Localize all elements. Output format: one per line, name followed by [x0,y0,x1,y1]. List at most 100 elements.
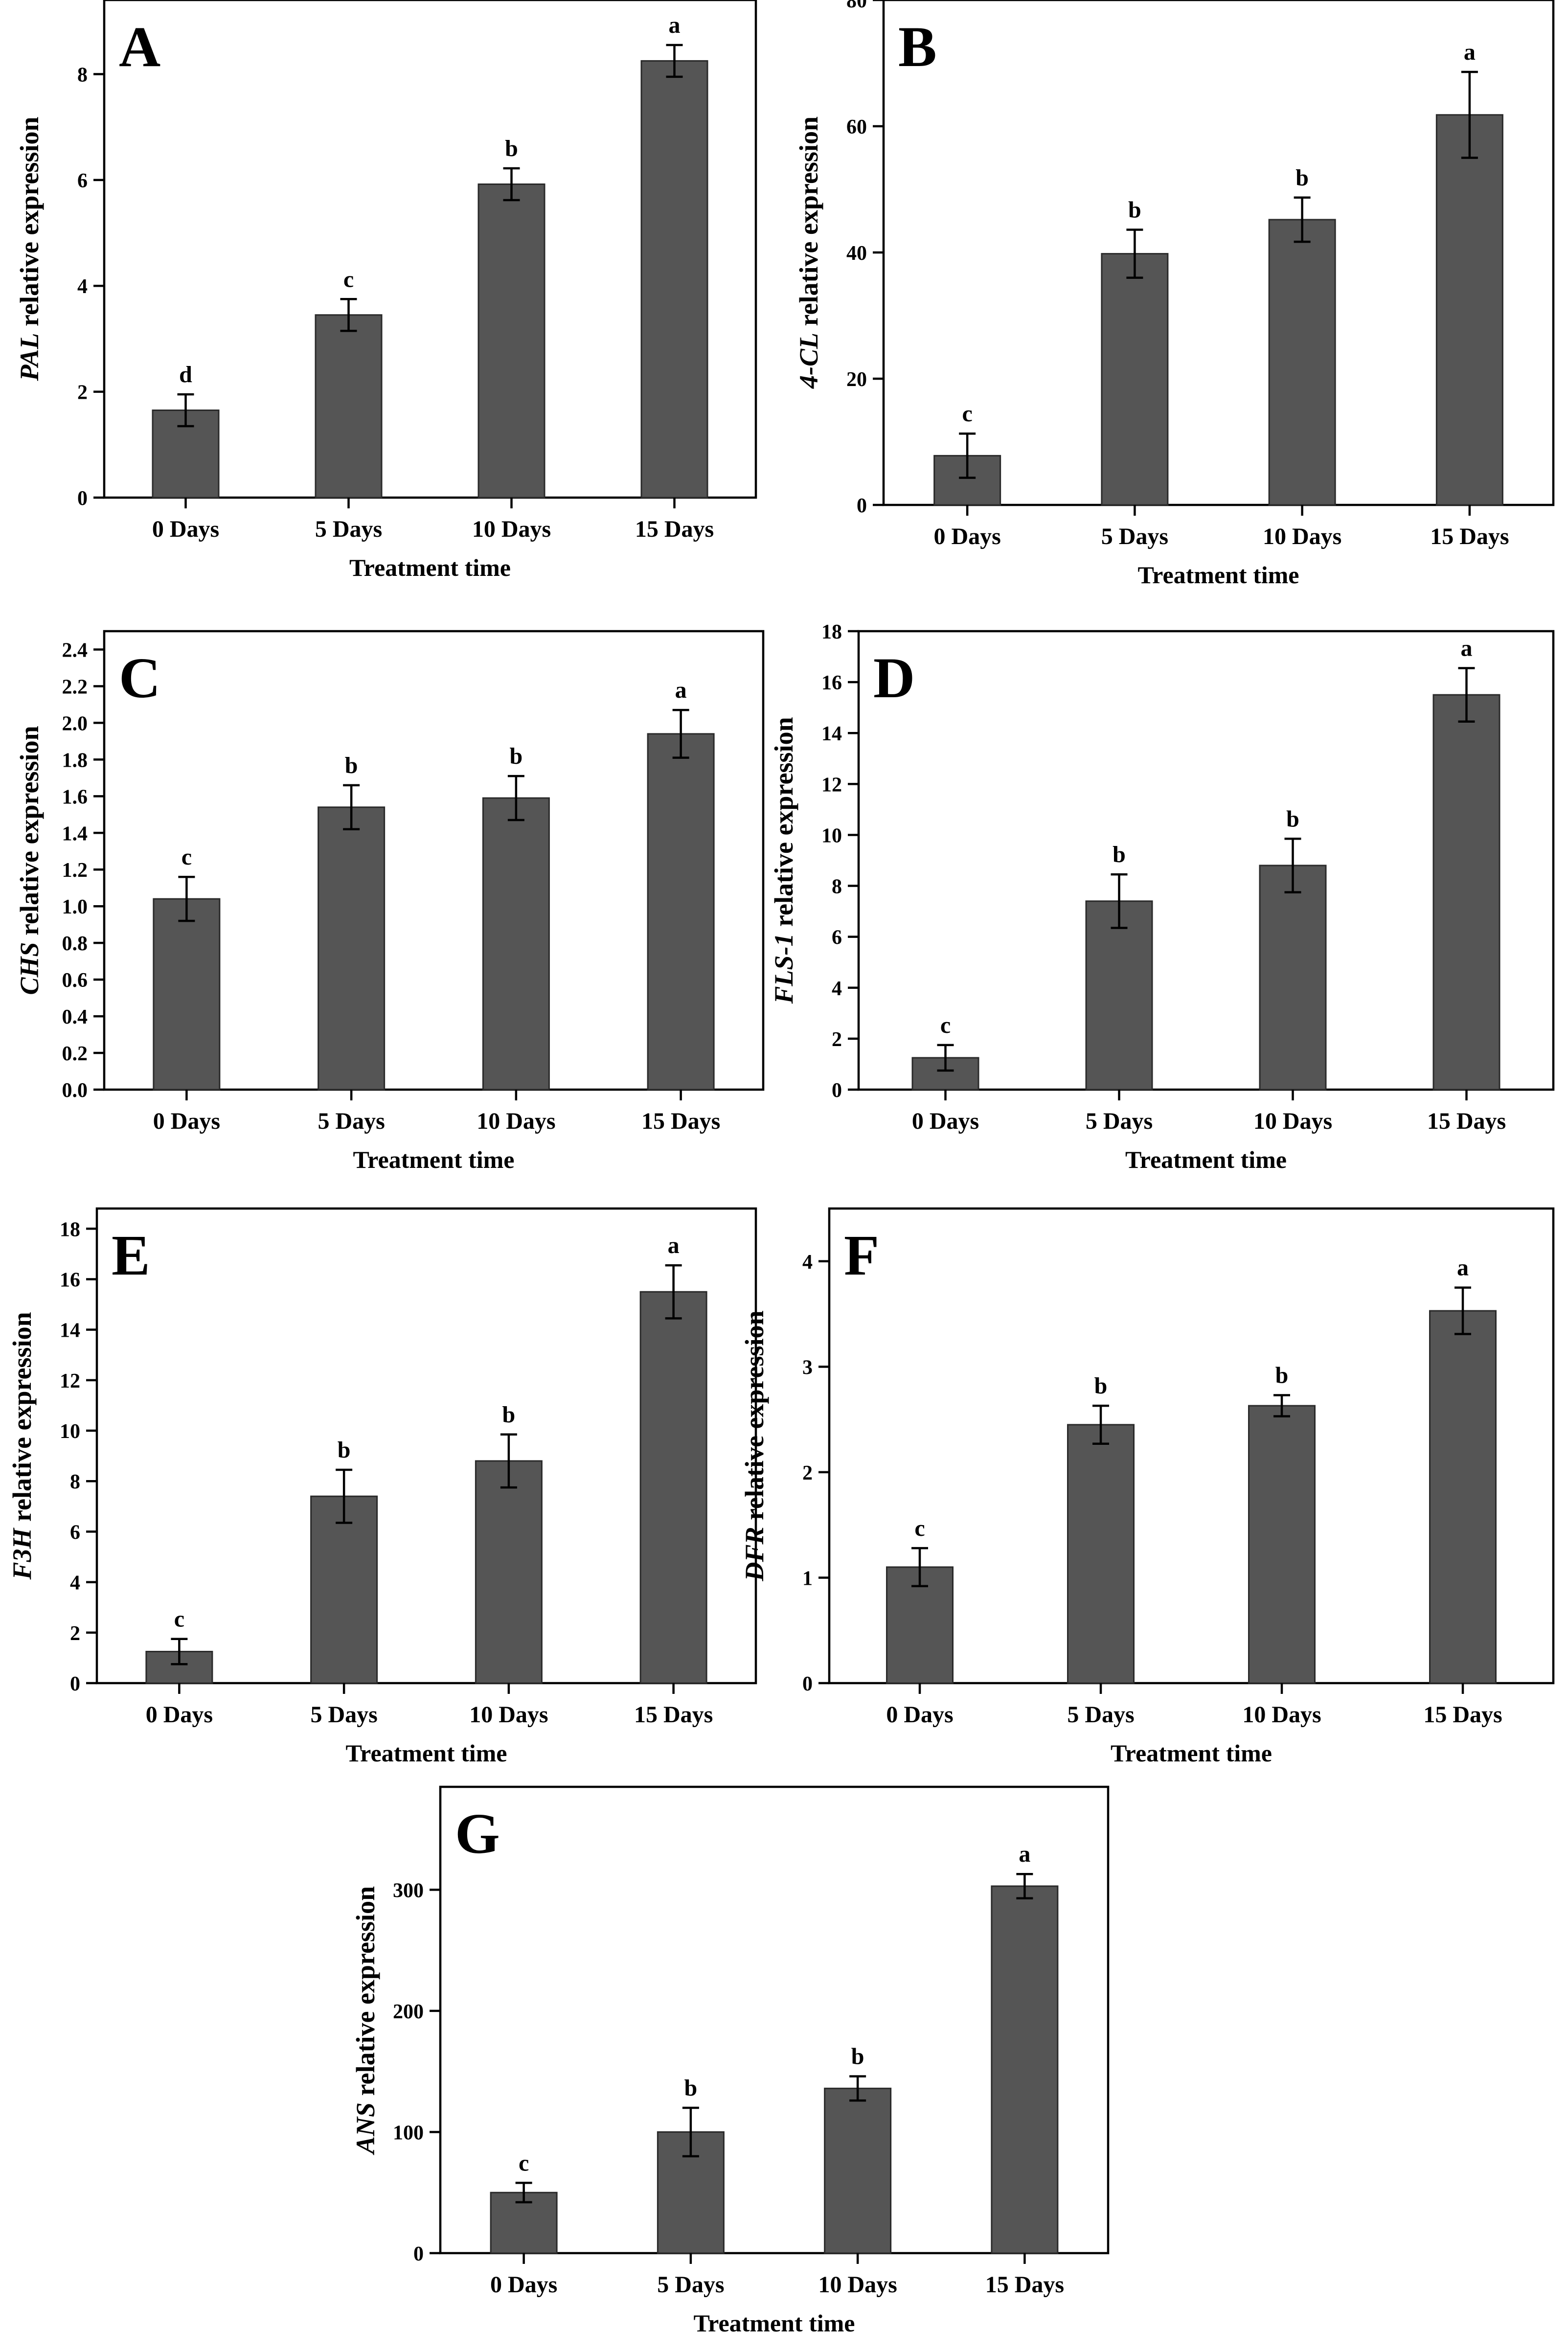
y-tick-label: 10 [60,1420,80,1443]
gene-name: FLS-1 [769,933,798,1004]
y-tick-label: 3 [802,1356,813,1379]
y-tick-label: 2.0 [62,712,88,735]
y-axis-title: F3H relative expression [7,1312,37,1580]
y-tick-label: 12 [60,1370,80,1392]
significance-letter: a [1457,1255,1469,1281]
y-tick-label: 2.4 [62,639,88,662]
significance-letter: a [668,1232,680,1258]
x-tick-label: 0 Days [912,1108,979,1134]
bar [991,1885,1059,2254]
bar [639,1291,707,1684]
y-axis-title: 4-CL relative expression [794,116,823,389]
bar [1268,219,1336,506]
panel-a: 0 2 4 6 8 d 0 Days c 5 Days b 10 Days a 15 Days Treat… [15,0,757,581]
y-axis-title: FLS-1 relative expression [769,717,798,1004]
y-axis-title: DFR relative expression [740,1311,769,1582]
panel-g: 0 100 200 300 c 0 Days b 5 Days b 10 Days a 15 Days… [351,1785,1110,2337]
y-tick-label: 300 [393,1879,424,1902]
y-tick-label: 1.8 [62,749,88,772]
y-axis-title-suffix: relative expression [15,117,44,333]
plot-frame [439,1785,1110,2255]
y-tick-label: 1.6 [62,786,88,808]
y-tick-label: 6 [77,170,88,192]
panel-label: B [898,15,937,79]
significance-letter: a [1464,39,1476,65]
significance-letter: b [510,743,523,769]
x-axis-title: Treatment time [346,1739,507,1767]
x-tick-label: 0 Days [146,1702,213,1728]
panel-label: D [873,646,915,710]
bar [640,60,708,499]
gene-name: F3H [7,1527,37,1580]
y-tick-label: 2 [802,1462,813,1484]
panel-b: 0 20 40 60 80 c 0 Days b 5 Days b 10 Days a 15 Days T… [794,0,1555,589]
y-tick-label: 2 [77,382,88,404]
x-axis-title: Treatment time [353,1146,515,1173]
x-tick-label: 15 Days [985,2272,1064,2298]
significance-letter: b [505,136,518,161]
y-tick-label: 6 [832,927,842,949]
plot-frame [95,1207,757,1685]
plot-frame [828,1207,1555,1685]
x-tick-label: 0 Days [886,1702,953,1728]
significance-letter: a [1019,1841,1030,1867]
bar [153,898,221,1091]
x-tick-label: 10 Days [1242,1702,1321,1728]
panel-c: 0.0 0.2 0.4 0.6 0.8 1.0 1.2 1.4 1.6 1.8 2.0 2.2 2.4 c… [15,630,765,1173]
x-tick-label: 10 Days [1263,524,1341,549]
bar [1101,253,1169,506]
x-axis-title: Treatment time [1138,561,1299,589]
y-axis-title-suffix: relative expression [794,116,823,333]
gene-name: 4-CL [794,333,823,389]
x-axis-title: Treatment time [349,554,511,581]
y-tick-label: 0.2 [62,1043,88,1065]
panel-f: 0 1 2 3 4 c 0 Days b 5 Days b 10 Days a 15 Days Treat… [740,1207,1555,1767]
x-axis-title: Treatment time [1125,1146,1287,1173]
bar [1259,865,1327,1091]
significance-letter: b [338,1437,351,1463]
bar [647,733,715,1091]
y-tick-label: 8 [832,876,842,898]
y-tick-label: 0 [77,487,88,510]
y-tick-label: 2.2 [62,676,88,698]
significance-letter: b [684,2075,698,2101]
y-tick-label: 80 [846,0,867,12]
y-tick-label: 60 [846,116,867,138]
panel-label: A [119,15,160,79]
y-tick-label: 18 [821,621,842,643]
bar [1248,1405,1316,1684]
y-tick-label: 0.6 [62,969,88,992]
x-tick-label: 15 Days [634,1702,713,1728]
y-tick-label: 4 [802,1251,813,1274]
gene-name: ANS [351,2102,380,2155]
y-tick-label: 14 [821,723,842,745]
y-tick-label: 0 [832,1079,842,1102]
y-axis-title-suffix: relative expression [769,717,798,934]
bar [482,797,550,1091]
significance-letter: b [1275,1363,1289,1389]
panel-label: C [119,646,160,710]
bar [475,1460,543,1684]
y-tick-label: 0.4 [62,1006,88,1028]
x-tick-label: 0 Days [933,524,1000,549]
significance-letter: c [962,401,972,427]
x-tick-label: 15 Days [1427,1108,1506,1134]
significance-letter: b [1286,806,1299,832]
y-axis-title: PAL relative expression [15,117,44,382]
y-tick-label: 12 [821,774,842,796]
bar [824,2087,892,2254]
y-tick-label: 8 [70,1471,80,1493]
bar [318,806,386,1091]
x-tick-label: 5 Days [318,1108,385,1134]
x-tick-label: 5 Days [1067,1702,1134,1728]
gene-name: PAL [15,333,44,381]
y-axis-title-suffix: relative expression [15,726,44,942]
x-tick-label: 5 Days [1101,524,1168,549]
significance-letter: d [179,362,192,388]
significance-letter: c [343,266,354,292]
y-axis-title: CHS relative expression [15,726,44,995]
panel-d: 0 2 4 6 8 10 12 14 16 18 c 0 Days b 5 Days b 10 Days a 15… [769,621,1555,1173]
y-tick-label: 0.0 [62,1079,88,1102]
y-tick-label: 40 [846,242,867,265]
y-tick-label: 16 [60,1269,80,1291]
